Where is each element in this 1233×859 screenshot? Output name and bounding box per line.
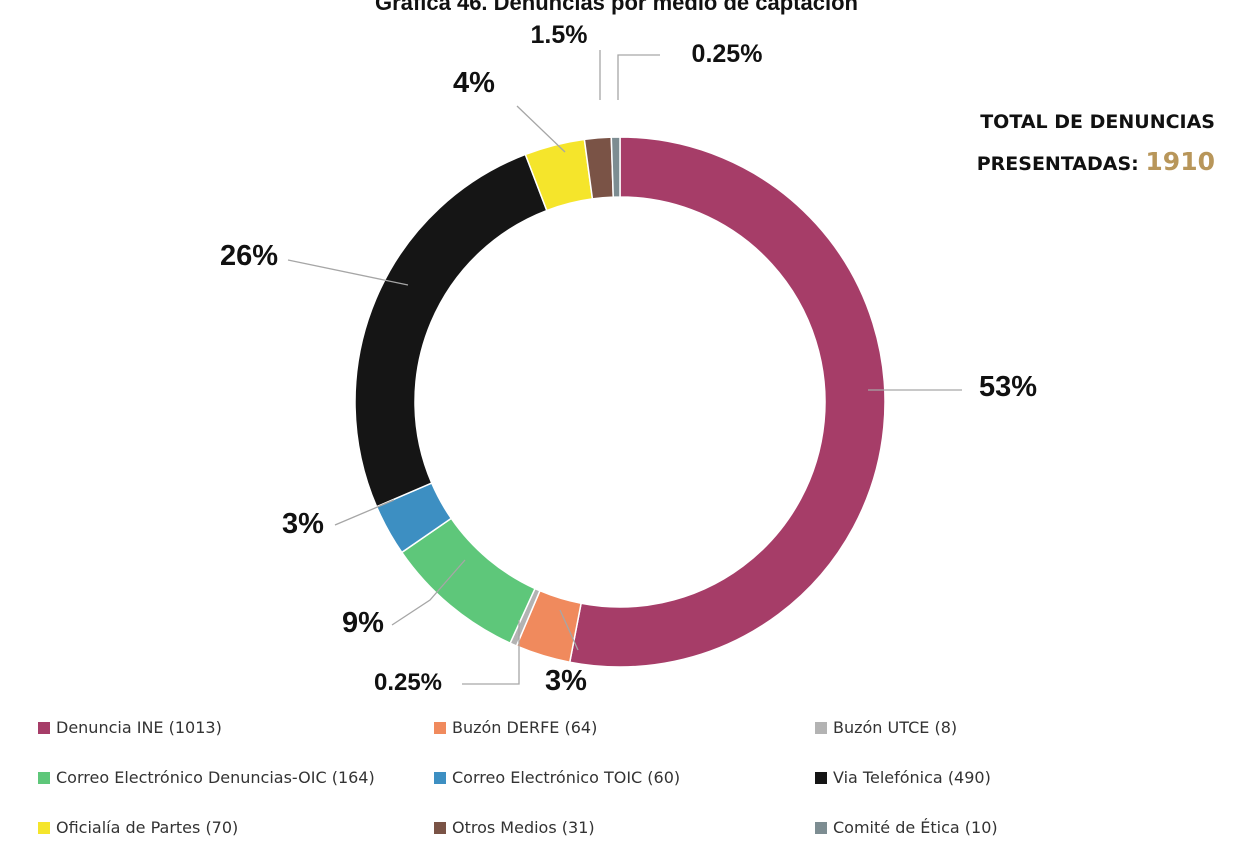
chart-title: Gráfica 46. Denuncias por medio de capta… (375, 0, 858, 15)
legend-swatch (434, 821, 446, 834)
leader-line (334, 499, 395, 526)
legend-swatch (815, 771, 827, 784)
legend-swatch (38, 821, 50, 834)
slice-percent-label: 4% (453, 67, 495, 99)
slice-percent-label: 1.5% (531, 21, 588, 49)
legend-label: Comité de Ética (10) (833, 818, 998, 837)
legend-swatch (815, 821, 827, 834)
legend-label: Denuncia INE (1013) (56, 718, 222, 737)
legend-item: Comité de Ética (10) (815, 818, 998, 837)
legend-label: Oficialía de Partes (70) (56, 818, 239, 837)
legend-label: Buzón DERFE (64) (452, 718, 598, 737)
legend-item: Buzón DERFE (64) (434, 718, 597, 737)
leader-line (559, 609, 579, 651)
total-value: 1910 (1145, 147, 1215, 176)
legend-swatch (815, 721, 827, 734)
legend-item: Denuncia INE (1013) (38, 718, 222, 737)
legend-label: Otros Medios (31) (452, 818, 595, 837)
total-label-line2: PRESENTADAS: 1910 (895, 142, 1215, 184)
legend-item: Oficialía de Partes (70) (38, 818, 238, 837)
legend-label: Buzón UTCE (8) (833, 718, 958, 737)
legend-label: Via Telefónica (490) (833, 768, 991, 787)
leader-line (391, 559, 466, 626)
legend-swatch (38, 721, 50, 734)
slice-percent-label: 9% (342, 607, 384, 639)
donut-slice (568, 136, 886, 668)
slice-percent-label: 3% (545, 665, 587, 697)
leader-line (516, 105, 566, 153)
legend-item: Via Telefónica (490) (815, 768, 991, 787)
legend-swatch (38, 771, 50, 784)
slice-percent-label: 3% (282, 508, 324, 540)
legend-label: Correo Electrónico Denuncias-OIC (164) (56, 768, 375, 787)
total-label-line1: TOTAL DE DENUNCIAS (980, 111, 1215, 133)
slice-percent-label: 0.25% (374, 669, 442, 696)
leader-line (462, 620, 520, 685)
legend-item: Otros Medios (31) (434, 818, 595, 837)
leader-line (287, 259, 409, 286)
donut-chart: 53% 3% 0.25% 9% 3% 26% 4% 1.5% 0.25% (220, 21, 1037, 697)
slice-percent-label: 53% (979, 371, 1037, 403)
legend-swatch (434, 721, 446, 734)
legend-item: Correo Electrónico TOIC (60) (434, 768, 680, 787)
donut-slice (354, 153, 548, 508)
slice-percent-label: 0.25% (692, 40, 763, 68)
leader-line (617, 54, 660, 100)
legend-item: Correo Electrónico Denuncias-OIC (164) (38, 768, 375, 787)
legend-item: Buzón UTCE (8) (815, 718, 957, 737)
donut-slice (610, 136, 621, 198)
legend-swatch (434, 771, 446, 784)
total-label-text: PRESENTADAS: (976, 153, 1139, 175)
slice-percent-label: 26% (220, 240, 278, 272)
total-denuncias: TOTAL DE DENUNCIAS PRESENTADAS: 1910 (895, 103, 1215, 184)
legend-label: Correo Electrónico TOIC (60) (452, 768, 681, 787)
